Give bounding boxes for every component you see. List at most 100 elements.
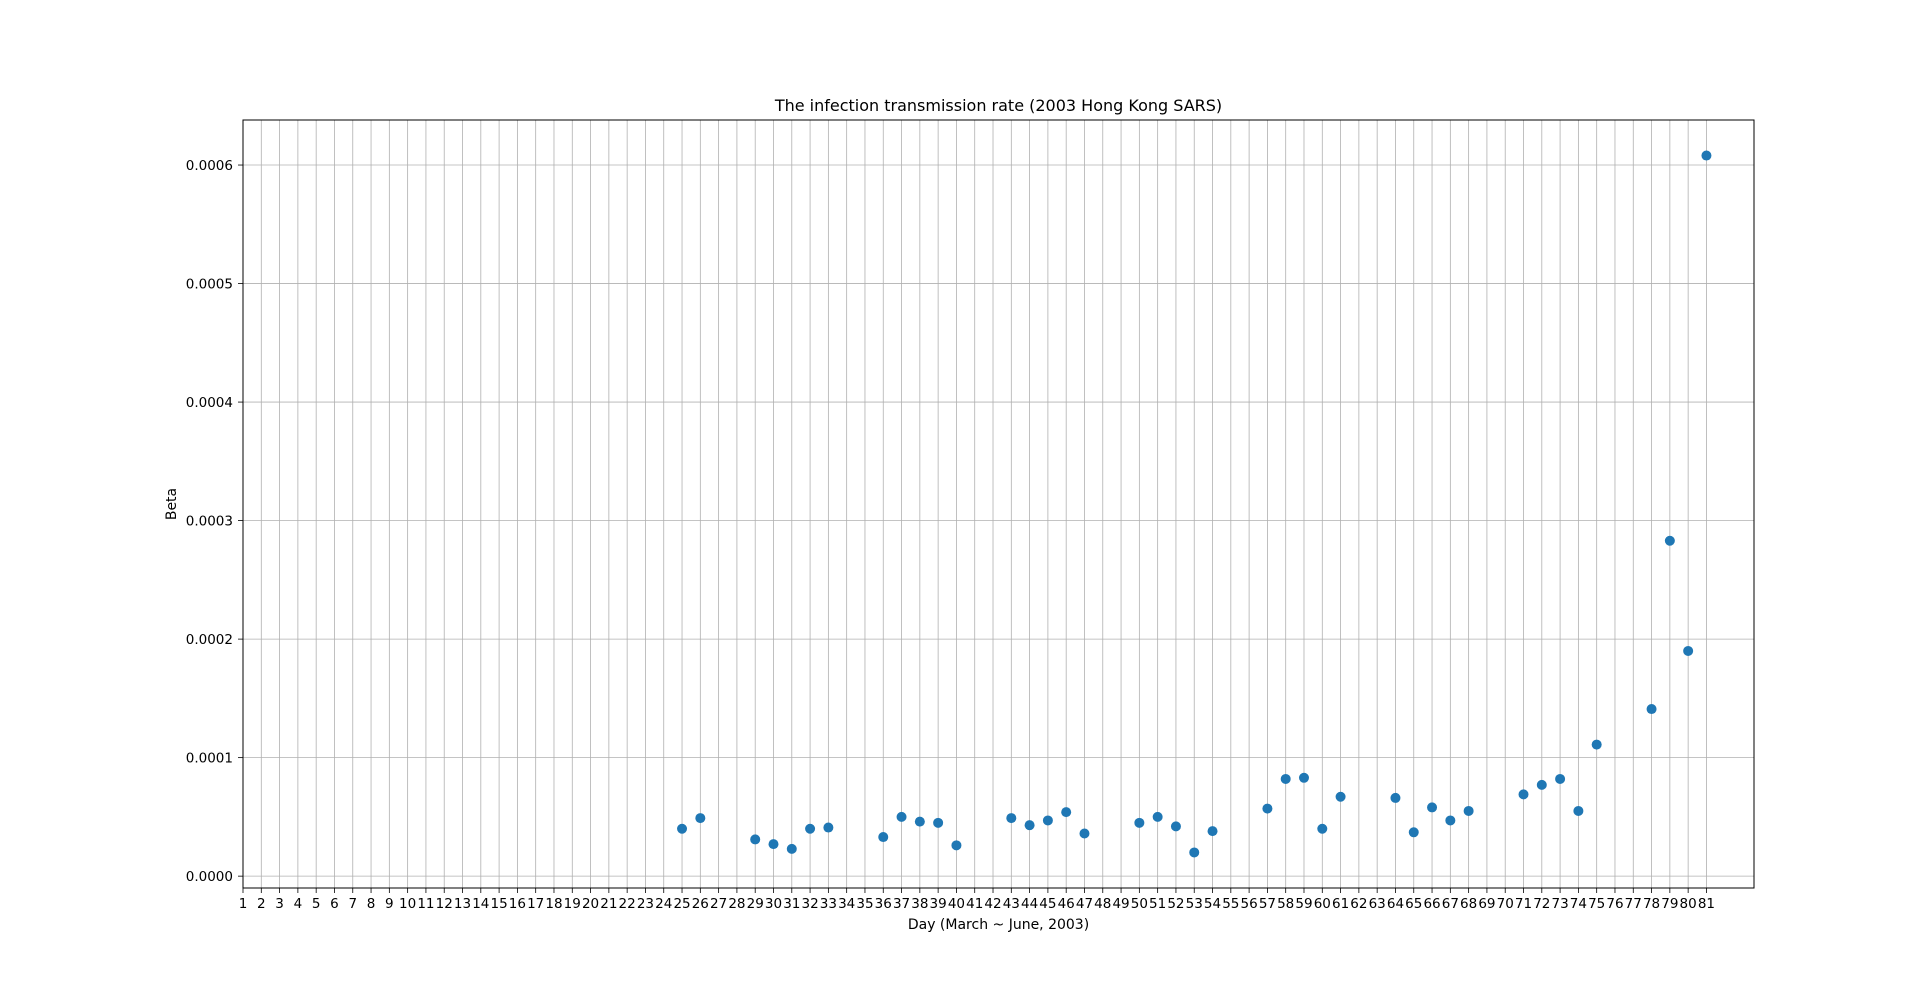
x-tick-label: 40 [948, 896, 965, 912]
x-tick-label: 56 [1241, 896, 1258, 912]
x-tick-label: 19 [564, 896, 581, 912]
x-tick-label: 39 [930, 896, 947, 912]
data-point [1536, 779, 1547, 790]
x-tick-label: 10 [399, 896, 416, 912]
y-tick-label: 0.0003 [186, 514, 233, 530]
data-point [695, 813, 706, 824]
data-point [1518, 789, 1529, 800]
x-tick-label: 27 [710, 896, 727, 912]
data-point [1170, 821, 1181, 832]
data-point [1061, 807, 1072, 818]
data-point [1573, 805, 1584, 816]
x-tick-label: 57 [1259, 896, 1276, 912]
y-tick-label: 0.0000 [186, 869, 233, 885]
x-tick-label: 68 [1460, 896, 1477, 912]
x-axis-label: Day (March ~ June, 2003) [908, 917, 1089, 933]
x-tick-label: 24 [655, 896, 672, 912]
x-tick-label: 65 [1405, 896, 1422, 912]
x-tick-label: 18 [545, 896, 562, 912]
data-point [1280, 773, 1291, 784]
x-tick-label: 33 [820, 896, 837, 912]
x-tick-label: 12 [436, 896, 453, 912]
x-tick-label: 8 [367, 896, 376, 912]
data-point [1042, 815, 1053, 826]
x-tick-label: 73 [1552, 896, 1569, 912]
x-tick-label: 1 [239, 896, 248, 912]
data-point [878, 832, 889, 843]
data-point [750, 834, 761, 845]
data-point [786, 843, 797, 854]
data-point [933, 817, 944, 828]
y-axis-label: Beta [164, 488, 180, 520]
data-point [1445, 815, 1456, 826]
data-point [1152, 811, 1163, 822]
data-point [823, 822, 834, 833]
x-tick-label: 37 [893, 896, 910, 912]
x-tick-label: 74 [1570, 896, 1587, 912]
x-tick-label: 6 [330, 896, 339, 912]
x-tick-label: 30 [765, 896, 782, 912]
x-tick-label: 23 [637, 896, 654, 912]
x-tick-label: 41 [966, 896, 983, 912]
x-tick-label: 52 [1167, 896, 1184, 912]
x-tick-label: 4 [294, 896, 303, 912]
x-tick-label: 29 [747, 896, 764, 912]
x-tick-label: 5 [312, 896, 321, 912]
x-tick-label: 61 [1332, 896, 1349, 912]
data-point [1591, 739, 1602, 750]
grid [242, 120, 1754, 888]
y-axis-ticks: 0.0000 0.0001 0.0002 0.0003 0.0004 0.0005 0.00… [186, 158, 243, 885]
data-point [1006, 813, 1017, 824]
data-point [1463, 805, 1474, 816]
data-point [1134, 817, 1145, 828]
x-tick-label: 31 [783, 896, 800, 912]
data-point [1189, 847, 1200, 858]
x-tick-label: 47 [1076, 896, 1093, 912]
x-tick-label: 46 [1058, 896, 1075, 912]
data-point [677, 823, 688, 834]
x-tick-label: 7 [348, 896, 357, 912]
y-tick-label: 0.0004 [186, 395, 233, 411]
x-tick-label: 43 [1003, 896, 1020, 912]
y-tick-label: 0.0001 [186, 751, 233, 767]
data-point [1701, 150, 1712, 161]
x-tick-label: 67 [1442, 896, 1459, 912]
data-point [805, 823, 816, 834]
data-point [1427, 802, 1438, 813]
x-tick-label: 51 [1149, 896, 1166, 912]
data-point [1335, 791, 1346, 802]
x-tick-label: 72 [1533, 896, 1550, 912]
x-tick-label: 49 [1112, 896, 1129, 912]
x-tick-label: 81 [1698, 896, 1715, 912]
x-tick-label: 28 [728, 896, 745, 912]
data-point [1664, 535, 1675, 546]
x-tick-label: 54 [1204, 896, 1221, 912]
x-tick-label: 32 [801, 896, 818, 912]
x-tick-label: 45 [1039, 896, 1056, 912]
x-tick-label: 44 [1021, 896, 1038, 912]
data-point [1683, 645, 1694, 656]
y-tick-label: 0.0006 [186, 158, 233, 174]
x-tick-label: 34 [838, 896, 855, 912]
x-tick-label: 3 [275, 896, 284, 912]
x-tick-label: 58 [1277, 896, 1294, 912]
x-tick-label: 16 [509, 896, 526, 912]
data-point [1298, 772, 1309, 783]
x-tick-label: 26 [692, 896, 709, 912]
x-tick-label: 53 [1186, 896, 1203, 912]
x-tick-label: 21 [600, 896, 617, 912]
x-tick-label: 17 [527, 896, 544, 912]
x-tick-label: 38 [911, 896, 928, 912]
x-tick-label: 63 [1369, 896, 1386, 912]
x-tick-label: 77 [1625, 896, 1642, 912]
data-point [1262, 803, 1273, 814]
x-tick-label: 48 [1094, 896, 1111, 912]
x-tick-label: 11 [417, 896, 434, 912]
x-tick-label: 35 [856, 896, 873, 912]
data-point [1317, 823, 1328, 834]
x-tick-label: 25 [673, 896, 690, 912]
x-tick-label: 66 [1423, 896, 1440, 912]
data-point [1408, 827, 1419, 838]
data-point [1555, 773, 1566, 784]
